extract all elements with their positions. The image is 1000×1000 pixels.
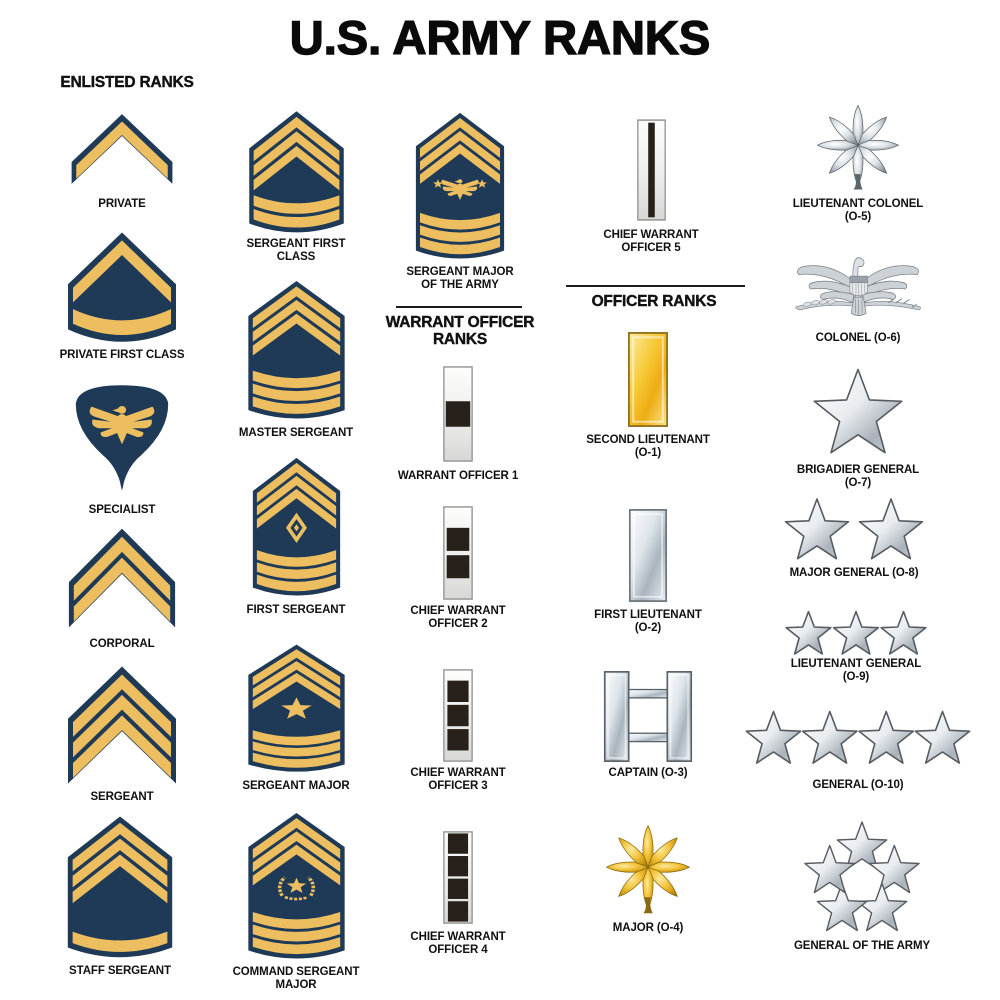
command-sergeant-major-insignia-icon <box>243 810 350 960</box>
brigadier-general-insignia-icon <box>808 368 908 463</box>
chief-warrant-officer-4-label: CHIEF WARRANT OFFICER 4 <box>410 931 506 956</box>
master-sergeant-insignia-icon <box>243 278 350 420</box>
sergeant-first-class-insignia-icon <box>244 108 349 234</box>
private-first-class-label: PRIVATE FIRST CLASS <box>59 349 185 361</box>
sergeant-major-of-the-army-label: SERGEANT MAJOR OF THE ARMY <box>406 266 514 291</box>
lieutenant-general-label: LIEUTENANT GENERAL (O-9) <box>790 658 922 683</box>
second-lieutenant-insignia-icon <box>627 331 669 428</box>
section-header-warrant: WARRANT OFFICER RANKS <box>385 314 535 348</box>
private-label: PRIVATE <box>98 198 146 210</box>
staff-sergeant-insignia-icon <box>62 813 178 959</box>
warrant-section-divider <box>396 306 522 308</box>
specialist-label: SPECIALIST <box>88 504 156 516</box>
general-label: GENERAL (O-10) <box>812 779 904 791</box>
chief-warrant-officer-4-insignia-icon <box>442 830 474 925</box>
corporal-label: CORPORAL <box>89 638 155 650</box>
captain-label: CAPTAIN (O-3) <box>608 767 688 779</box>
sergeant-major-label: SERGEANT MAJOR <box>242 780 350 792</box>
sergeant-major-of-the-army-insignia-icon <box>411 110 509 260</box>
command-sergeant-major-label: COMMAND SERGEANT MAJOR <box>232 966 360 991</box>
officer-section-divider <box>566 285 745 287</box>
lieutenant-colonel-label: LIEUTENANT COLONEL (O-5) <box>792 198 924 223</box>
private-first-class-insignia-icon <box>62 228 182 344</box>
section-header-officer: OFFICER RANKS <box>591 293 717 310</box>
first-sergeant-label: FIRST SERGEANT <box>246 604 346 616</box>
second-lieutenant-label: SECOND LIEUTENANT (O-1) <box>586 434 710 459</box>
sergeant-insignia-icon <box>62 662 182 788</box>
lieutenant-general-insignia-icon <box>783 611 929 659</box>
first-sergeant-insignia-icon <box>248 455 345 597</box>
chief-warrant-officer-5-insignia-icon <box>636 118 667 222</box>
chief-warrant-officer-5-label: CHIEF WARRANT OFFICER 5 <box>603 229 699 254</box>
general-of-the-army-label: GENERAL OF THE ARMY <box>793 940 931 952</box>
colonel-label: COLONEL (O-6) <box>815 332 901 344</box>
warrant-officer-1-label: WARRANT OFFICER 1 <box>397 470 519 482</box>
master-sergeant-label: MASTER SERGEANT <box>238 427 354 439</box>
sergeant-label: SERGEANT <box>90 791 154 803</box>
chief-warrant-officer-3-label: CHIEF WARRANT OFFICER 3 <box>410 767 506 792</box>
chief-warrant-officer-3-insignia-icon <box>442 668 474 763</box>
lieutenant-colonel-insignia-icon <box>812 100 904 194</box>
colonel-insignia-icon <box>787 252 929 326</box>
major-general-label: MAJOR GENERAL (O-8) <box>789 567 919 579</box>
general-of-the-army-insignia-icon <box>792 818 932 940</box>
major-label: MAJOR (O-4) <box>612 922 684 934</box>
section-header-enlisted: ENLISTED RANKS <box>60 74 194 91</box>
chief-warrant-officer-2-insignia-icon <box>442 505 474 601</box>
specialist-insignia-icon <box>63 374 181 496</box>
brigadier-general-label: BRIGADIER GENERAL (O-7) <box>796 464 920 489</box>
page-title: U.S. ARMY RANKS <box>289 10 711 64</box>
sergeant-first-class-label: SERGEANT FIRST CLASS <box>246 238 346 263</box>
warrant-officer-1-insignia-icon <box>442 365 474 463</box>
major-general-insignia-icon <box>782 497 926 567</box>
first-lieutenant-insignia-icon <box>628 508 668 603</box>
general-insignia-icon <box>743 710 973 770</box>
major-insignia-icon <box>601 820 695 918</box>
private-insignia-icon <box>66 110 178 188</box>
corporal-insignia-icon <box>63 524 181 632</box>
first-lieutenant-label: FIRST LIEUTENANT (O-2) <box>594 609 702 634</box>
staff-sergeant-label: STAFF SERGEANT <box>69 965 171 977</box>
sergeant-major-insignia-icon <box>243 642 350 773</box>
captain-insignia-icon <box>602 670 694 763</box>
chief-warrant-officer-2-label: CHIEF WARRANT OFFICER 2 <box>410 605 506 630</box>
